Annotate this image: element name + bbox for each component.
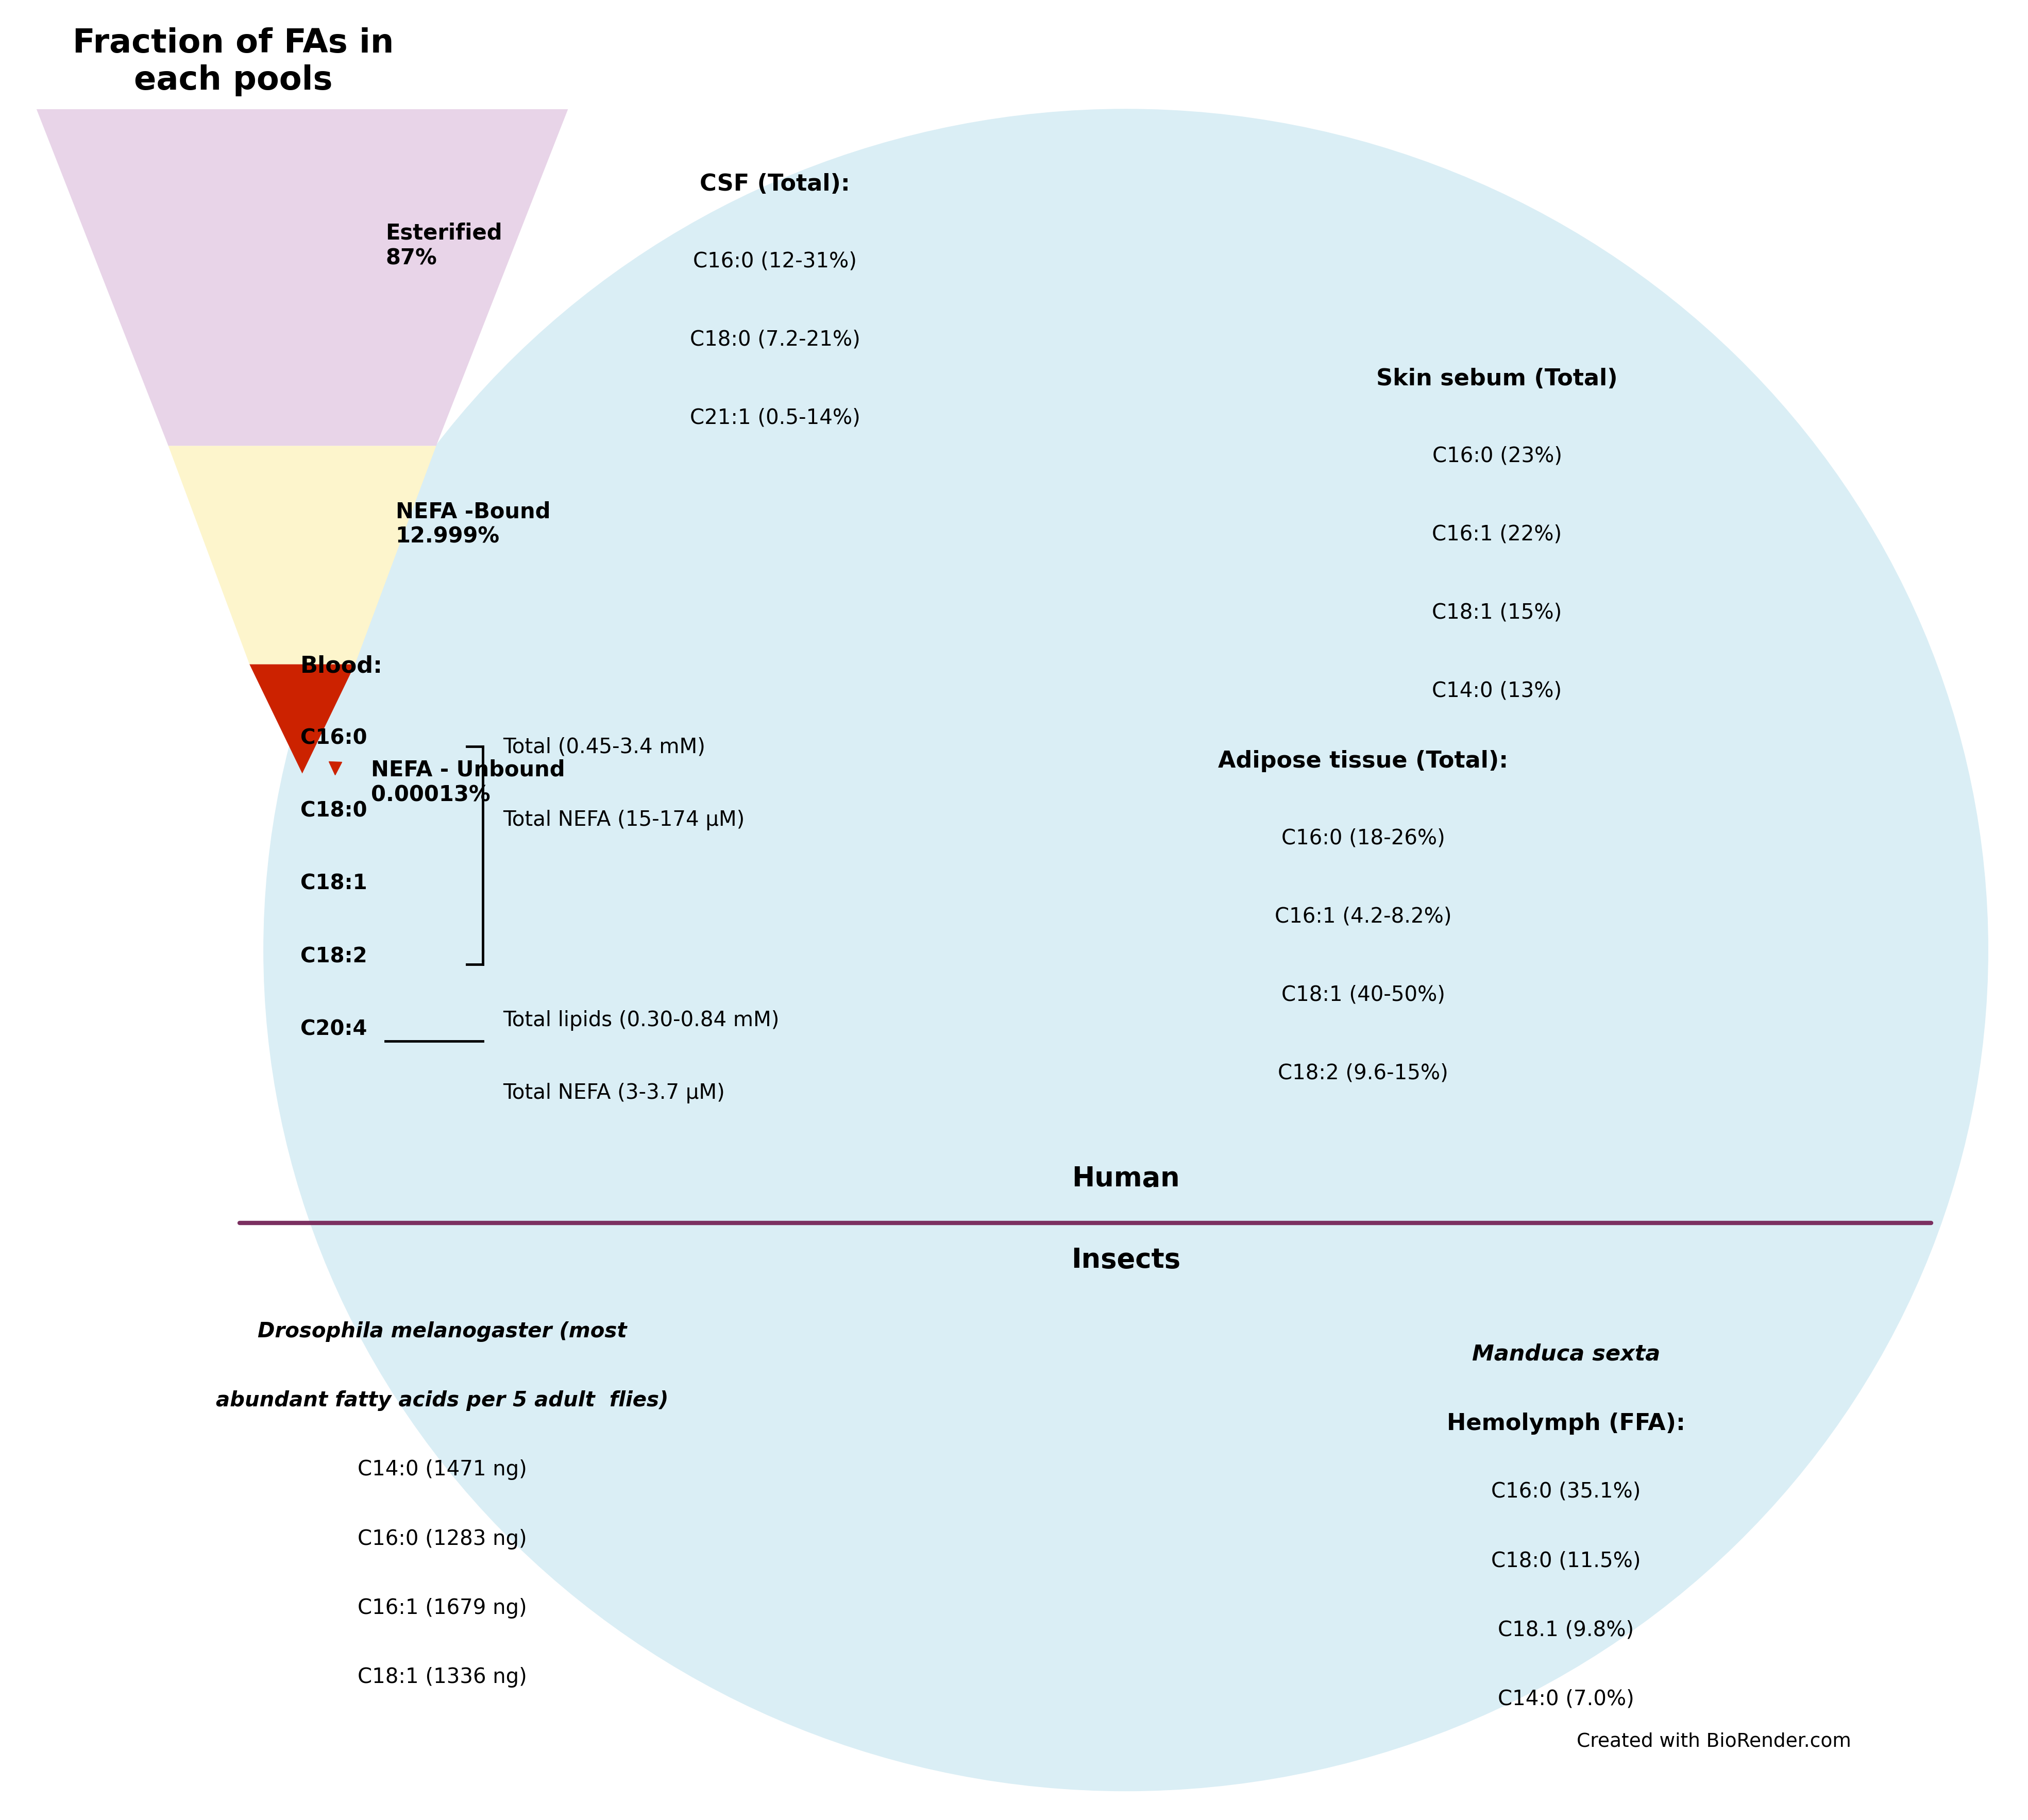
Text: Total NEFA (15-174 μM): Total NEFA (15-174 μM) — [503, 810, 744, 830]
Text: C21:1 (0.5-14%): C21:1 (0.5-14%) — [690, 408, 860, 428]
Text: C18:2: C18:2 — [300, 946, 367, 966]
Text: C20:4: C20:4 — [300, 1019, 367, 1039]
Text: Skin sebum (Total): Skin sebum (Total) — [1375, 368, 1618, 389]
Polygon shape — [168, 446, 436, 664]
Text: Hemolymph (FFA):: Hemolymph (FFA): — [1446, 1412, 1685, 1434]
Text: C16:0 (18-26%): C16:0 (18-26%) — [1282, 828, 1444, 848]
Polygon shape — [249, 664, 355, 774]
Text: Esterified
87%: Esterified 87% — [385, 222, 503, 269]
Text: C16:1 (22%): C16:1 (22%) — [1432, 524, 1562, 544]
Text: C18.1 (9.8%): C18.1 (9.8%) — [1497, 1620, 1635, 1640]
Text: C18:1: C18:1 — [300, 874, 367, 894]
Text: C16:0 (1283 ng): C16:0 (1283 ng) — [357, 1529, 527, 1549]
Text: Total (0.45-3.4 mM): Total (0.45-3.4 mM) — [503, 737, 706, 757]
Text: C16:0 (23%): C16:0 (23%) — [1432, 446, 1562, 466]
Text: abundant fatty acids per 5 adult  flies): abundant fatty acids per 5 adult flies) — [215, 1390, 669, 1410]
Text: Total NEFA (3-3.7 μM): Total NEFA (3-3.7 μM) — [503, 1083, 724, 1103]
Text: C14:0 (1471 ng): C14:0 (1471 ng) — [357, 1460, 527, 1480]
Text: C18:0: C18:0 — [300, 801, 367, 821]
Text: Insects: Insects — [1071, 1247, 1180, 1274]
Text: Total lipids (0.30-0.84 mM): Total lipids (0.30-0.84 mM) — [503, 1010, 779, 1030]
Text: Created with BioRender.com: Created with BioRender.com — [1576, 1733, 1852, 1751]
Text: NEFA -Bound
12.999%: NEFA -Bound 12.999% — [395, 501, 550, 548]
Text: C18:1 (1336 ng): C18:1 (1336 ng) — [357, 1667, 527, 1687]
Text: Adipose tissue (Total):: Adipose tissue (Total): — [1217, 750, 1509, 772]
Text: C14:0 (13%): C14:0 (13%) — [1432, 681, 1562, 701]
Text: C16:0: C16:0 — [300, 728, 367, 748]
Text: C16:0 (35.1%): C16:0 (35.1%) — [1491, 1481, 1641, 1501]
Ellipse shape — [264, 109, 1987, 1791]
Text: Manduca sexta: Manduca sexta — [1472, 1343, 1659, 1365]
Text: Drosophila melanogaster (most: Drosophila melanogaster (most — [258, 1321, 627, 1341]
Text: C16:1 (1679 ng): C16:1 (1679 ng) — [357, 1598, 527, 1618]
Text: Human: Human — [1071, 1165, 1180, 1192]
Text: C18:1 (40-50%): C18:1 (40-50%) — [1282, 985, 1444, 1005]
Polygon shape — [37, 109, 568, 446]
Text: Fraction of FAs in
each pools: Fraction of FAs in each pools — [73, 27, 393, 96]
Text: NEFA - Unbound
0.00013%: NEFA - Unbound 0.00013% — [371, 759, 566, 806]
Text: Blood:: Blood: — [300, 655, 383, 677]
Text: C18:1 (15%): C18:1 (15%) — [1432, 602, 1562, 622]
Text: C16:0 (12-31%): C16:0 (12-31%) — [694, 251, 856, 271]
Text: C18:0 (7.2-21%): C18:0 (7.2-21%) — [690, 329, 860, 349]
Text: C14:0 (7.0%): C14:0 (7.0%) — [1497, 1689, 1635, 1709]
Text: C16:1 (4.2-8.2%): C16:1 (4.2-8.2%) — [1274, 906, 1452, 926]
Text: C18:2 (9.6-15%): C18:2 (9.6-15%) — [1278, 1063, 1448, 1083]
Text: C18:0 (11.5%): C18:0 (11.5%) — [1491, 1551, 1641, 1571]
Text: CSF (Total):: CSF (Total): — [700, 173, 850, 195]
